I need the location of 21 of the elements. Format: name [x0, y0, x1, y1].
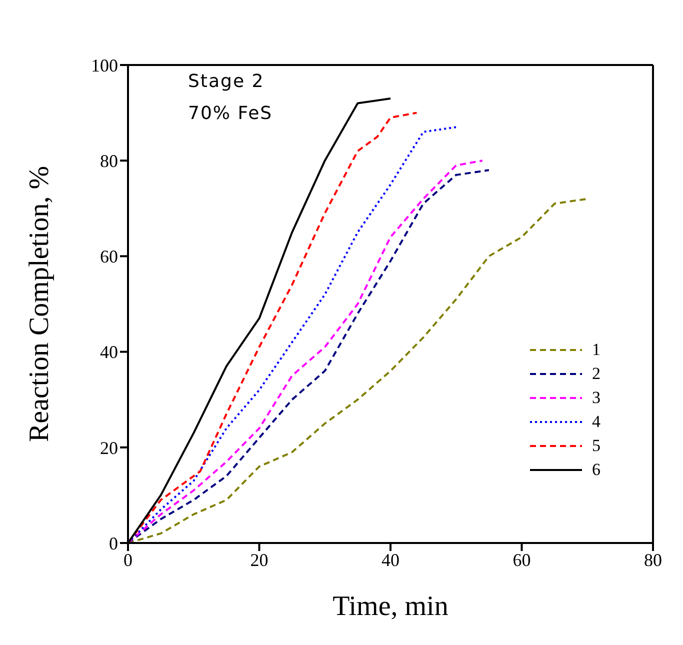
- x-tick-label: 80: [644, 550, 662, 570]
- legend-label: 5: [592, 436, 600, 456]
- legend-label: 1: [592, 340, 600, 360]
- y-axis-title: Reaction Completion, %: [24, 166, 55, 442]
- x-tick-label: 0: [124, 550, 132, 570]
- y-tick-label: 80: [100, 150, 118, 171]
- legend-label: 4: [592, 412, 600, 432]
- annotation: 70% FeS: [188, 102, 273, 126]
- annotation: Stage 2: [188, 70, 266, 94]
- y-tick-label: 40: [100, 342, 118, 362]
- x-tick-label: 40: [382, 550, 400, 570]
- y-tick-label: 100: [91, 55, 118, 76]
- legend-label: 3: [592, 388, 600, 408]
- x-tick-label: 60: [512, 550, 531, 570]
- x-tick-label: 20: [250, 550, 268, 570]
- y-tick-label: 0: [109, 533, 118, 554]
- x-axis-title: Time, min: [332, 591, 448, 622]
- y-tick-label: 20: [100, 438, 118, 458]
- legend-label: 2: [592, 364, 600, 384]
- y-tick-label: 60: [100, 246, 118, 267]
- legend-label: 6: [592, 460, 600, 480]
